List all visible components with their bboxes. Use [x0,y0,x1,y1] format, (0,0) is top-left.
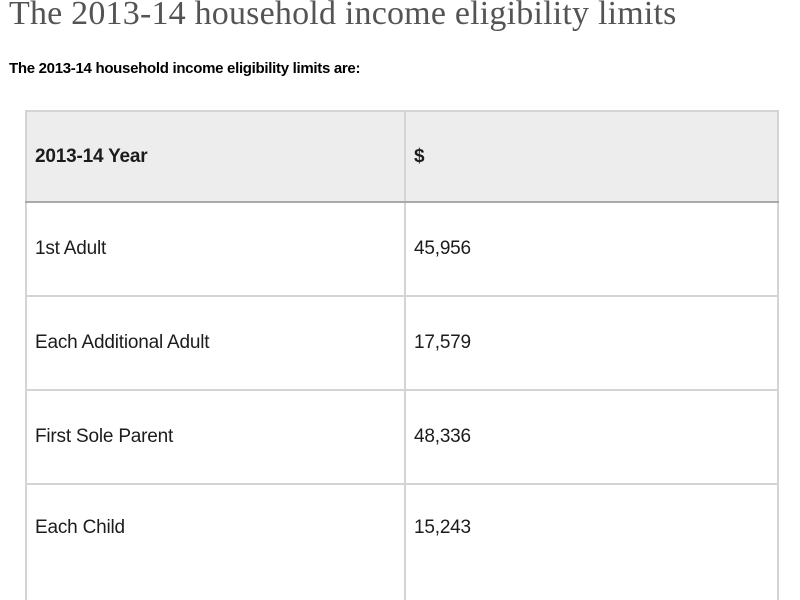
income-eligibility-table: 2013-14 Year $ 1st Adult 45,956 Each Add… [25,110,779,600]
row-value: 48,336 [404,389,779,486]
row-label: Each Child [25,483,406,600]
table-row: Each Additional Adult 17,579 [25,295,779,392]
table-row: Each Child 15,243 [25,483,779,600]
page-title: The 2013-14 household income eligibility… [9,0,677,32]
row-label: First Sole Parent [25,389,406,486]
column-header-dollars: $ [404,110,779,204]
row-label: 1st Adult [25,201,406,298]
table-row: First Sole Parent 48,336 [25,389,779,486]
row-label: Each Additional Adult [25,295,406,392]
intro-text: The 2013-14 household income eligibility… [9,60,361,78]
column-header-year: 2013-14 Year [25,110,406,204]
table-header-row: 2013-14 Year $ [25,110,779,204]
row-value: 45,956 [404,201,779,298]
row-value: 17,579 [404,295,779,392]
table-row: 1st Adult 45,956 [25,201,779,298]
row-value: 15,243 [404,483,779,600]
